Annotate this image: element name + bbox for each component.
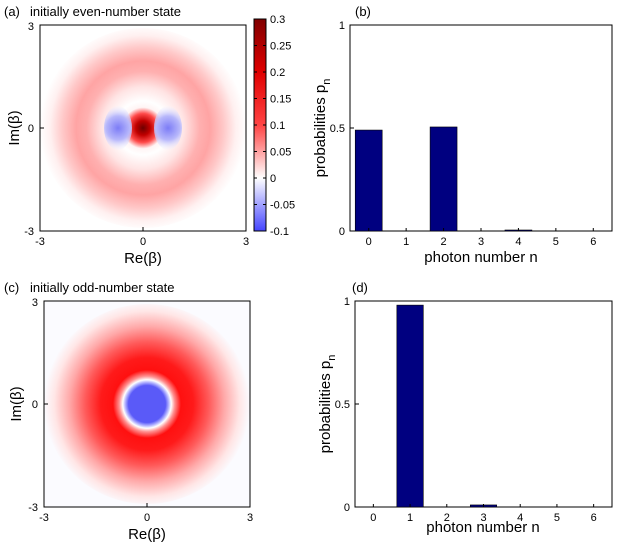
panel-b-ylabel-main: probabilities p (312, 85, 329, 178)
panel-a-heatmap (40, 25, 246, 231)
colorbar-ticks: 0.3 0.25 0.2 0.15 0.1 0.05 0 -0.05 -0.1 (254, 14, 295, 238)
panel-d-xtick: 5 (554, 512, 560, 524)
panel-d-ticks: 0 1 2 3 4 5 6 1 0.5 0 (335, 296, 597, 524)
panel-b-xtick: 4 (515, 236, 521, 248)
colorbar: 0.3 0.25 0.2 0.15 0.1 0.05 0 -0.05 -0.1 (253, 14, 295, 238)
panel-c-ytick: -3 (28, 502, 38, 514)
panel-c-xtick: 3 (247, 512, 253, 524)
colorbar-tick-label: 0.25 (270, 41, 291, 53)
panel-c-xlabel: Re(β) (128, 526, 166, 543)
panel-a-xlabel: Re(β) (124, 250, 162, 267)
panel-c-xtick: -3 (39, 512, 49, 524)
panel-b-xtick: 0 (366, 236, 372, 248)
panel-a-label: (a) (4, 4, 20, 19)
panel-d-ylabel: probabilities pn (317, 355, 338, 454)
panel-c-wigner-ring (44, 304, 250, 504)
colorbar-tick-label: 0.1 (270, 120, 285, 132)
panel-a-title: initially even-number state (30, 4, 181, 19)
panel-d-bars (396, 304, 498, 508)
panel-c-ylabel: Im(β) (8, 386, 25, 421)
colorbar-tick-label: -0.05 (270, 200, 295, 212)
panel-c-ytick: 0 (32, 399, 38, 411)
panel-b-label: (b) (355, 4, 371, 19)
panel-a-wigner-ring (40, 28, 246, 228)
panel-a-ytick: 3 (28, 21, 34, 33)
panel-b-bar (354, 129, 383, 232)
panel-b-xtick: 6 (590, 236, 596, 248)
panel-a-negative-lobe-right (154, 106, 182, 150)
colorbar-tick-label: 0.2 (270, 67, 285, 79)
panel-b-ylabel-sub: n (321, 79, 333, 85)
panel-c-label: (c) (4, 280, 19, 295)
panel-a-ticks: -3 0 3 3 0 -3 (24, 21, 249, 248)
panel-c-title: initially odd-number state (30, 280, 175, 295)
panel-a-ytick: 0 (28, 123, 34, 135)
panel-d-xtick: 1 (407, 512, 413, 524)
panel-b-ytick: 1 (339, 20, 345, 32)
panel-d-xtick: 2 (444, 512, 450, 524)
panel-d-ytick: 1 (344, 296, 350, 308)
colorbar-tick-label: 0.05 (270, 147, 291, 159)
panel-b-xtick: 3 (478, 236, 484, 248)
panel-d-xtick: 3 (480, 512, 486, 524)
panel-b-xtick: 1 (403, 236, 409, 248)
panel-d-xlabel: photon number n (426, 519, 539, 536)
panel-c-heatmap (44, 301, 250, 507)
colorbar-tick-label: 0 (270, 173, 276, 185)
panel-d-xtick: 4 (517, 512, 523, 524)
panel-a-ylabel: Im(β) (6, 110, 23, 145)
panel-d-xtick: 0 (370, 512, 376, 524)
panel-d-ylabel-sub: n (326, 355, 338, 361)
panel-b-ytick: 0 (339, 226, 345, 238)
panel-b-frame (349, 24, 613, 232)
panel-d-ylabel-main: probabilities p (317, 361, 334, 454)
panel-b-bar (429, 126, 458, 232)
colorbar-tick-label: 0.15 (270, 94, 291, 106)
panel-b-xtick: 2 (441, 236, 447, 248)
panel-d-ytick: 0 (344, 502, 350, 514)
panel-d-xtick: 6 (591, 512, 597, 524)
panel-d-ytick: 0.5 (335, 399, 350, 411)
panel-d-frame (354, 300, 613, 508)
panel-b-ytick: 0.5 (330, 123, 345, 135)
panel-b-bars (354, 126, 533, 232)
panel-d-bar (396, 304, 424, 508)
panel-a-ytick: -3 (24, 226, 34, 238)
panel-c-xtick: 0 (144, 512, 150, 524)
panel-d-label: (d) (352, 280, 368, 295)
panel-b-ticks: 0 1 2 3 4 5 6 1 0.5 0 (330, 20, 597, 248)
panel-a-xtick: 0 (140, 236, 146, 248)
panel-a-xtick: 3 (243, 236, 249, 248)
panel-b: (b) 0 1 2 3 4 5 6 1 0.5 0 photon number n probabi… (312, 4, 613, 266)
colorbar-tick-label: 0.3 (270, 14, 285, 26)
panel-b-xtick: 5 (553, 236, 559, 248)
colorbar-tick-label: -0.1 (270, 226, 289, 238)
panel-b-ylabel: probabilities pn (312, 79, 333, 178)
panel-c-ticks: -3 0 3 3 0 -3 (28, 297, 253, 524)
panel-a-negative-lobe-left (104, 106, 132, 150)
panel-c-ytick: 3 (32, 297, 38, 309)
panel-a: (a) initially even-number state -3 0 3 3… (4, 4, 295, 267)
panel-b-xlabel: photon number n (424, 249, 537, 266)
panel-d: (d) 0 1 2 3 4 5 6 1 0.5 0 photon number n probabi… (317, 280, 613, 536)
panel-c: (c) initially odd-number state -3 0 3 3 … (4, 280, 253, 543)
panel-a-xtick: -3 (35, 236, 45, 248)
